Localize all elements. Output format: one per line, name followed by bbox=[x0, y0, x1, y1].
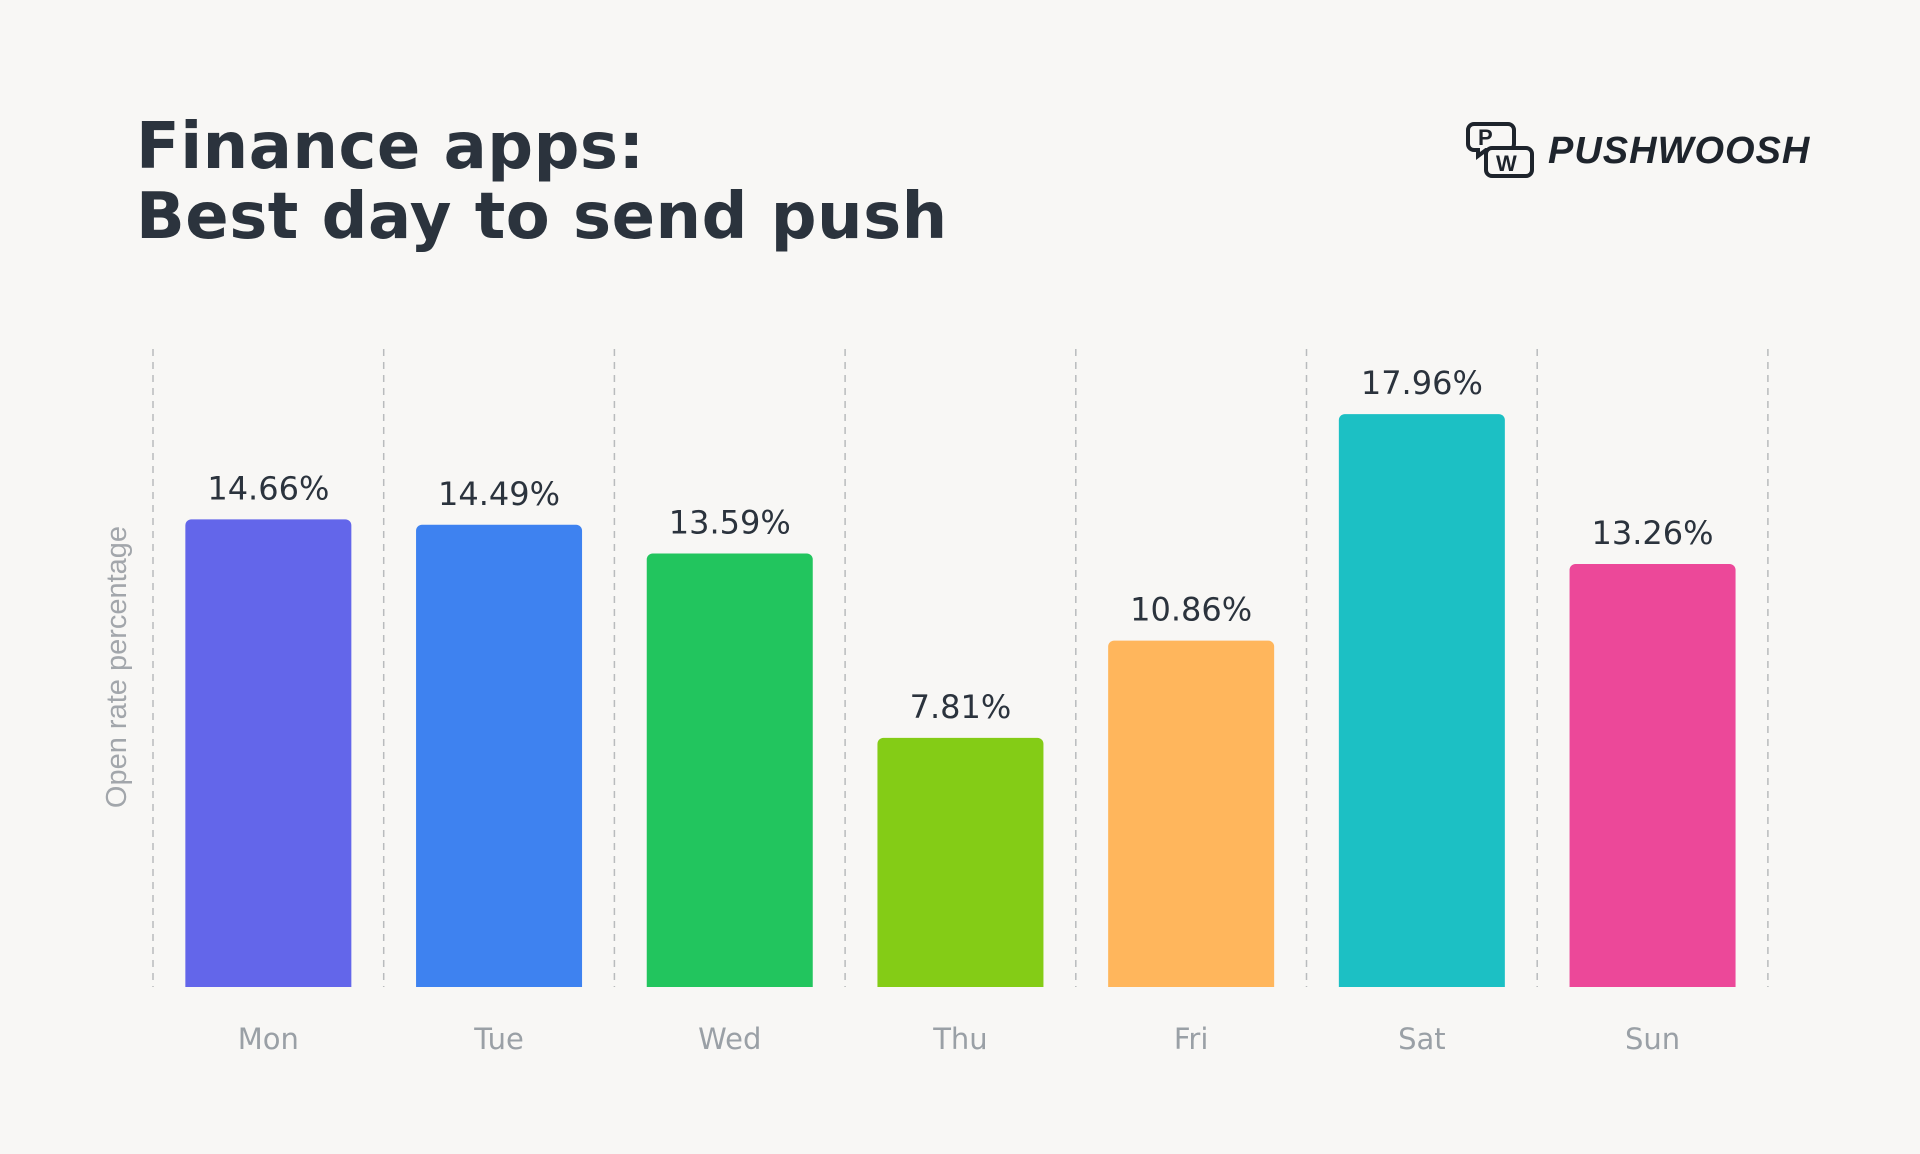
category-labels: Mon Tue Wed Thu Fri Sat Sun bbox=[238, 1022, 1680, 1056]
bar-mon bbox=[185, 519, 352, 987]
x-tick-label: Thu bbox=[932, 1022, 987, 1056]
bar-sun bbox=[1569, 564, 1736, 987]
bars bbox=[185, 414, 1736, 987]
bar-sat bbox=[1338, 414, 1505, 987]
title-line-2: Best day to send push bbox=[136, 180, 948, 254]
data-label: 17.96% bbox=[1361, 364, 1483, 402]
pushwoosh-logo-icon: P W bbox=[1466, 122, 1534, 178]
bar-fri bbox=[1108, 640, 1275, 987]
title-line-1: Finance apps: bbox=[136, 110, 645, 184]
value-labels: 14.66% 14.49% 13.59% 7.81% 10.86% 17.96% 13.26… bbox=[207, 364, 1713, 726]
logo-text: PUSHWOOSH bbox=[1548, 129, 1811, 172]
data-label: 13.26% bbox=[1592, 514, 1714, 552]
data-label: 10.86% bbox=[1130, 591, 1252, 629]
data-label: 13.59% bbox=[669, 503, 791, 541]
x-tick-label: Wed bbox=[698, 1022, 761, 1056]
x-tick-label: Sat bbox=[1398, 1022, 1446, 1056]
x-tick-label: Mon bbox=[238, 1022, 299, 1056]
bar-tue bbox=[416, 524, 583, 987]
data-label: 14.49% bbox=[438, 475, 560, 513]
svg-text:W: W bbox=[1496, 151, 1517, 176]
data-label: 7.81% bbox=[910, 688, 1012, 726]
x-tick-label: Sun bbox=[1625, 1022, 1680, 1056]
gridlines bbox=[152, 349, 1769, 987]
data-label: 14.66% bbox=[207, 469, 329, 507]
pushwoosh-logo: P W PUSHWOOSH bbox=[1466, 120, 1810, 182]
bar-wed bbox=[646, 553, 813, 987]
y-axis-label: Open rate percentage bbox=[101, 526, 133, 808]
svg-text:P: P bbox=[1478, 125, 1493, 150]
x-tick-label: Fri bbox=[1174, 1022, 1209, 1056]
bar-thu bbox=[877, 737, 1044, 987]
x-tick-label: Tue bbox=[473, 1022, 524, 1056]
chart-title: Finance apps: Best day to send push bbox=[136, 112, 948, 252]
